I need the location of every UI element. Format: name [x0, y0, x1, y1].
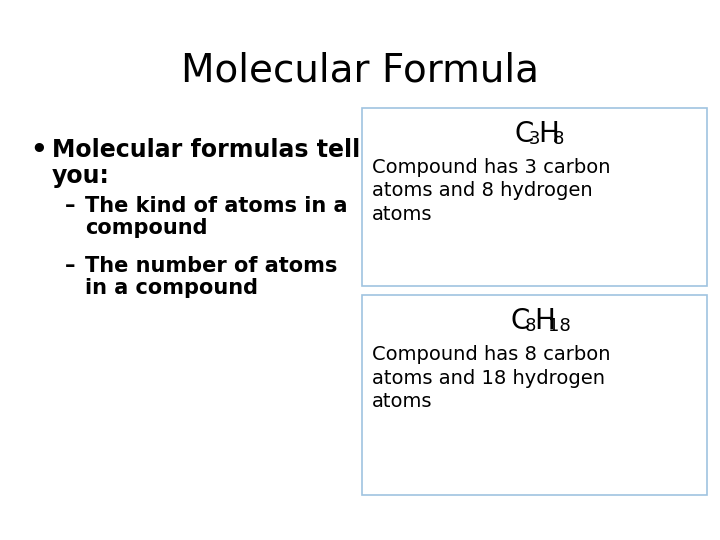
Text: 18: 18	[549, 317, 571, 335]
Text: Compound has 3 carbon
atoms and 8 hydrogen
atoms: Compound has 3 carbon atoms and 8 hydrog…	[372, 158, 611, 224]
FancyBboxPatch shape	[362, 295, 707, 495]
Text: in a compound: in a compound	[85, 278, 258, 298]
Text: you:: you:	[52, 164, 110, 188]
Text: The kind of atoms in a: The kind of atoms in a	[85, 196, 348, 216]
Text: The number of atoms: The number of atoms	[85, 256, 338, 276]
Text: H: H	[534, 307, 555, 335]
Text: 8: 8	[552, 130, 564, 148]
Text: Molecular formulas tell: Molecular formulas tell	[52, 138, 360, 162]
Text: •: •	[30, 138, 47, 164]
Text: C: C	[510, 307, 530, 335]
Text: Compound has 8 carbon
atoms and 18 hydrogen
atoms: Compound has 8 carbon atoms and 18 hydro…	[372, 345, 611, 411]
Text: 3: 3	[528, 130, 540, 148]
Text: 8: 8	[524, 317, 536, 335]
Text: C: C	[515, 120, 534, 148]
Text: H: H	[539, 120, 559, 148]
FancyBboxPatch shape	[362, 108, 707, 286]
Text: compound: compound	[85, 218, 207, 238]
Text: Molecular Formula: Molecular Formula	[181, 52, 539, 90]
Text: –: –	[65, 196, 76, 216]
Text: –: –	[65, 256, 76, 276]
